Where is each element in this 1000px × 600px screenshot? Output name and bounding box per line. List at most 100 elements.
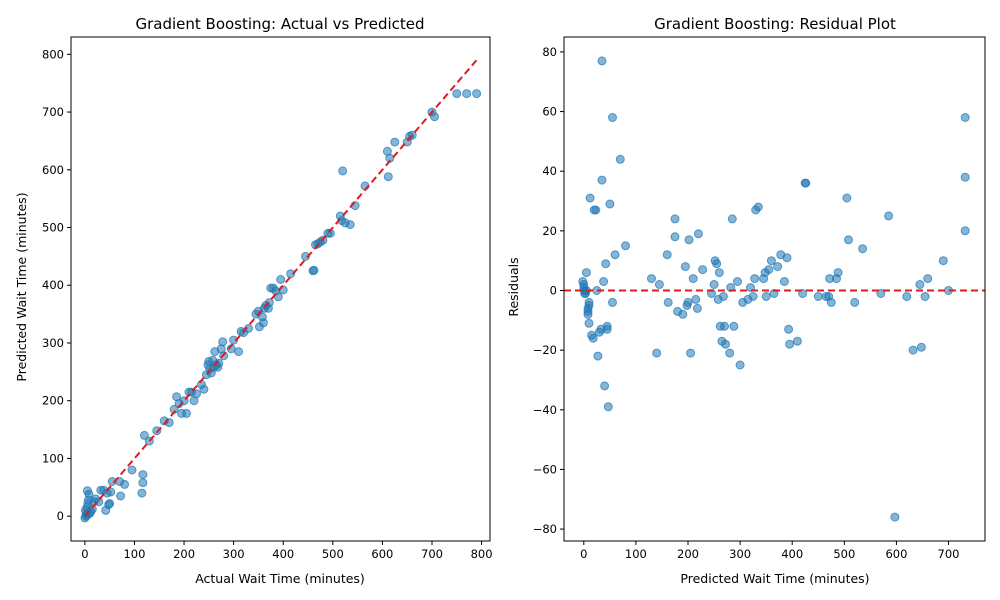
data-point <box>608 297 617 307</box>
data-point <box>938 256 948 266</box>
data-point <box>116 491 126 501</box>
x-axis-label: Actual Wait Time (minutes) <box>195 571 365 586</box>
x-tick-label: 300 <box>223 547 245 561</box>
data-point <box>813 292 823 301</box>
data-point <box>923 274 933 284</box>
x-tick-label: 300 <box>729 547 751 561</box>
x-tick-label: 600 <box>885 547 907 561</box>
data-point <box>597 175 607 185</box>
y-tick-label: 20 <box>542 224 557 238</box>
data-point <box>608 113 617 122</box>
data-point <box>801 178 811 188</box>
x-tick-label: 0 <box>81 547 88 561</box>
data-point <box>605 199 615 209</box>
data-point <box>286 269 296 279</box>
data-point <box>597 56 607 66</box>
data-point <box>784 324 794 334</box>
data-point <box>678 309 688 319</box>
data-point <box>764 265 774 275</box>
data-point <box>603 402 613 412</box>
chart-title: Gradient Boosting: Residual Plot <box>654 15 896 33</box>
data-point <box>915 280 925 289</box>
data-point <box>766 256 776 266</box>
data-point <box>430 112 439 122</box>
data-point <box>712 259 722 269</box>
data-point <box>218 337 228 347</box>
data-point <box>833 268 843 278</box>
data-point <box>182 408 191 418</box>
data-point <box>721 339 730 349</box>
y-tick-label: −20 <box>533 343 557 357</box>
data-point <box>137 488 147 498</box>
data-point <box>686 348 696 358</box>
data-point <box>842 193 852 203</box>
data-point <box>663 297 673 307</box>
data-point <box>138 478 148 488</box>
scatter-points <box>578 56 970 522</box>
data-point <box>826 297 836 307</box>
y-tick-label: 400 <box>42 278 64 292</box>
data-point <box>309 265 319 275</box>
data-point <box>890 512 900 522</box>
y-tick-label: 80 <box>542 45 557 59</box>
data-point <box>600 381 610 391</box>
x-tick-label: 0 <box>580 547 587 561</box>
data-point <box>390 137 400 147</box>
data-point <box>884 211 894 221</box>
data-point <box>709 280 719 289</box>
data-point <box>615 154 625 164</box>
data-point <box>621 241 630 251</box>
x-tick-label: 200 <box>173 547 195 561</box>
y-axis-label: Predicted Wait Time (minutes) <box>14 192 29 381</box>
data-point <box>462 89 472 99</box>
data-point <box>588 333 598 343</box>
data-point <box>785 339 795 349</box>
data-point <box>960 226 970 236</box>
y-tick-label: 60 <box>542 105 557 119</box>
residual-plot-panel: Gradient Boosting: Residual Plot Predict… <box>506 15 986 586</box>
data-point <box>584 300 594 310</box>
plot-frame <box>563 36 986 542</box>
data-point <box>727 214 737 224</box>
data-point <box>782 253 792 263</box>
data-point <box>581 268 591 278</box>
data-point <box>850 297 860 307</box>
data-point <box>610 250 620 260</box>
actual-vs-predicted-panel: Gradient Boosting: Actual vs Predicted A… <box>14 15 493 586</box>
y-tick-label: 0 <box>550 283 557 297</box>
data-point <box>844 235 853 245</box>
data-point <box>902 292 912 301</box>
data-point <box>792 336 802 346</box>
data-point <box>276 275 286 284</box>
data-point <box>472 89 482 99</box>
data-point <box>714 268 724 278</box>
data-point <box>452 89 462 99</box>
data-point <box>779 277 789 286</box>
data-point <box>698 265 708 275</box>
y-tick-label: 200 <box>42 394 64 408</box>
data-point <box>383 172 393 182</box>
data-point <box>920 292 930 301</box>
x-tick-label: 400 <box>781 547 803 561</box>
data-point <box>258 318 268 328</box>
x-tick-label: 100 <box>123 547 145 561</box>
data-point <box>244 324 253 333</box>
data-point <box>680 262 690 272</box>
x-tick-label: 500 <box>322 547 344 561</box>
data-point <box>858 244 868 254</box>
y-tick-label: −80 <box>533 522 557 536</box>
data-point <box>338 166 348 176</box>
data-point <box>670 232 680 242</box>
y-tick-label: 300 <box>42 336 64 350</box>
data-point <box>916 342 926 352</box>
y-tick-label: −40 <box>533 403 557 417</box>
y-tick-label: −60 <box>533 462 557 476</box>
data-point <box>127 465 137 475</box>
x-tick-label: 700 <box>938 547 960 561</box>
data-point <box>234 347 244 357</box>
data-point <box>908 345 918 355</box>
reference-line <box>84 59 478 517</box>
data-point <box>652 348 662 358</box>
data-point <box>876 289 886 298</box>
